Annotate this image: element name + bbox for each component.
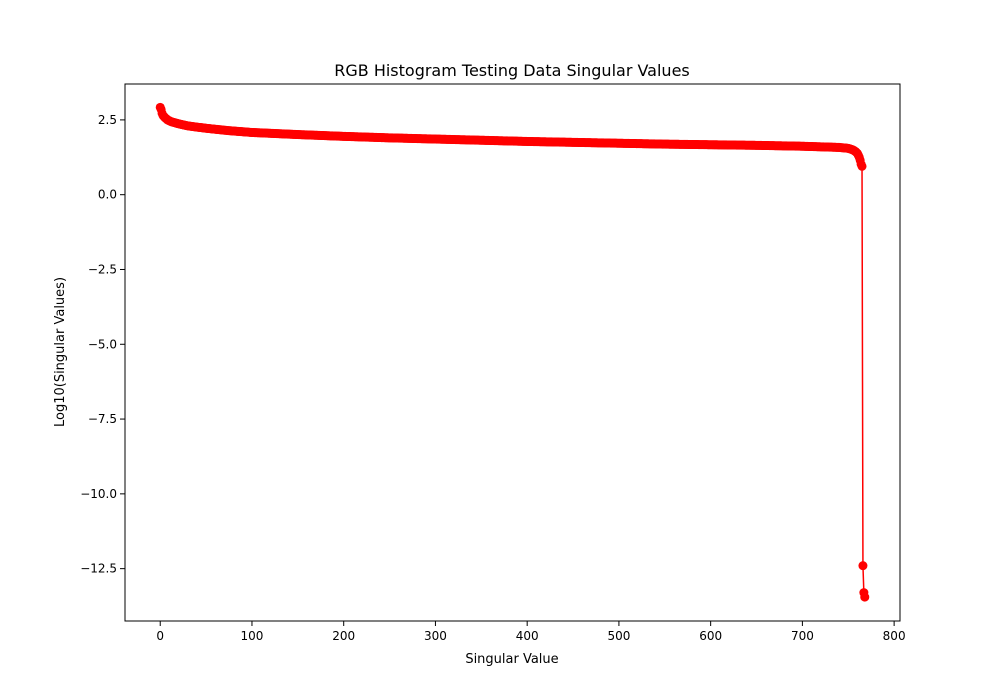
- data-point: [857, 161, 867, 171]
- x-tick-label: 600: [699, 629, 722, 643]
- x-tick-label: 200: [332, 629, 355, 643]
- y-tick-label: 0.0: [98, 188, 117, 202]
- x-tick-label: 100: [241, 629, 264, 643]
- x-tick-label: 0: [156, 629, 164, 643]
- y-tick-label: −2.5: [88, 262, 117, 276]
- x-tick-label: 400: [516, 629, 539, 643]
- y-tick-label: −7.5: [88, 412, 117, 426]
- x-tick-label: 800: [883, 629, 906, 643]
- x-axis-label: Singular Value: [465, 652, 558, 667]
- y-axis-ticks: 2.5 0.0 −2.5 −5.0 −7.5 −10.0 −12.5: [80, 113, 125, 576]
- x-tick-label: 500: [607, 629, 630, 643]
- y-tick-label: −10.0: [80, 487, 117, 501]
- y-tick-label: −12.5: [80, 562, 117, 576]
- data-point: [858, 561, 868, 571]
- y-axis-label: Log10(Singular Values): [53, 277, 68, 427]
- data-point: [860, 592, 870, 602]
- chart-title: RGB Histogram Testing Data Singular Valu…: [334, 61, 690, 80]
- plot-background: [125, 84, 900, 621]
- plot-frame: [124, 83, 901, 622]
- series-layer: [155, 102, 870, 602]
- series-markers: [155, 102, 870, 602]
- x-axis-ticks: 0 100 200 300 400 500 600 700 800: [156, 621, 906, 643]
- x-tick-label: 300: [424, 629, 447, 643]
- y-tick-label: −5.0: [88, 337, 117, 351]
- y-tick-label: 2.5: [98, 113, 117, 127]
- x-tick-label: 700: [791, 629, 814, 643]
